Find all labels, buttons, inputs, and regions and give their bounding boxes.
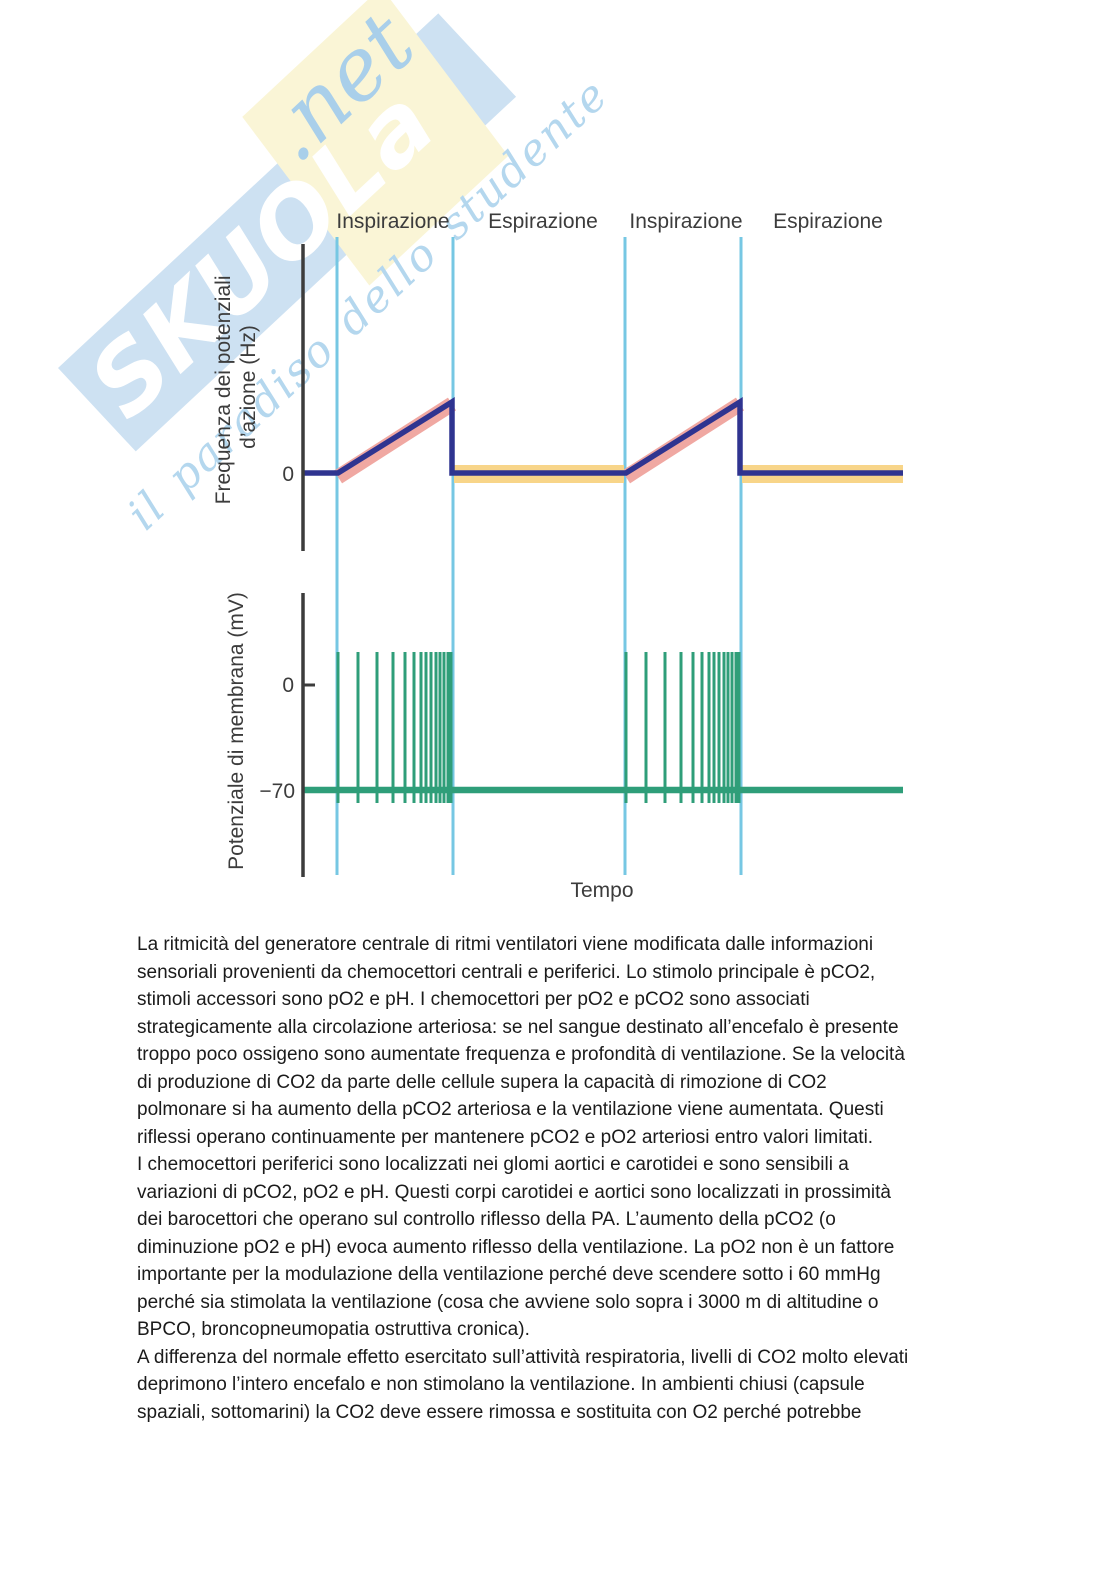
- action-potential-spikes: [303, 652, 903, 803]
- y-axis-label-line-2: d’azione (Hz): [237, 325, 260, 449]
- bottom-chart-y-axis-label: Potenziale di membrana (mV): [225, 592, 248, 870]
- phase-label-espirazione-2: Espirazione: [773, 210, 883, 233]
- firing-rate-curve: [303, 397, 903, 476]
- bottom-chart-minus70-tick: −70: [259, 780, 295, 803]
- paragraph-2: I chemocettori periferici sono localizza…: [137, 1154, 895, 1340]
- highlight-bands: [333, 397, 903, 484]
- paragraph-3: A differenza del normale effetto esercit…: [137, 1346, 909, 1423]
- bottom-chart-zero-tick: 0: [282, 674, 294, 697]
- y-axis-label-line-1: Frequenza dei potenziali: [212, 276, 235, 505]
- chart-axes: [301, 244, 315, 877]
- phase-label-inspirazione-1: Inspirazione: [336, 210, 449, 233]
- body-text: La ritmicità del generatore centrale di …: [137, 931, 1095, 1426]
- x-axis-label-tempo: Tempo: [570, 879, 633, 902]
- phase-label-espirazione-1: Espirazione: [488, 210, 598, 233]
- top-chart-zero-tick: 0: [282, 463, 294, 486]
- top-chart-y-axis-label: Frequenza dei potenziali d’azione (Hz): [212, 270, 260, 505]
- physiology-figure: Inspirazione Espirazione Inspirazione Es…: [212, 210, 903, 902]
- paragraph-1: La ritmicità del generatore centrale di …: [137, 934, 905, 1148]
- phase-label-inspirazione-2: Inspirazione: [629, 210, 742, 233]
